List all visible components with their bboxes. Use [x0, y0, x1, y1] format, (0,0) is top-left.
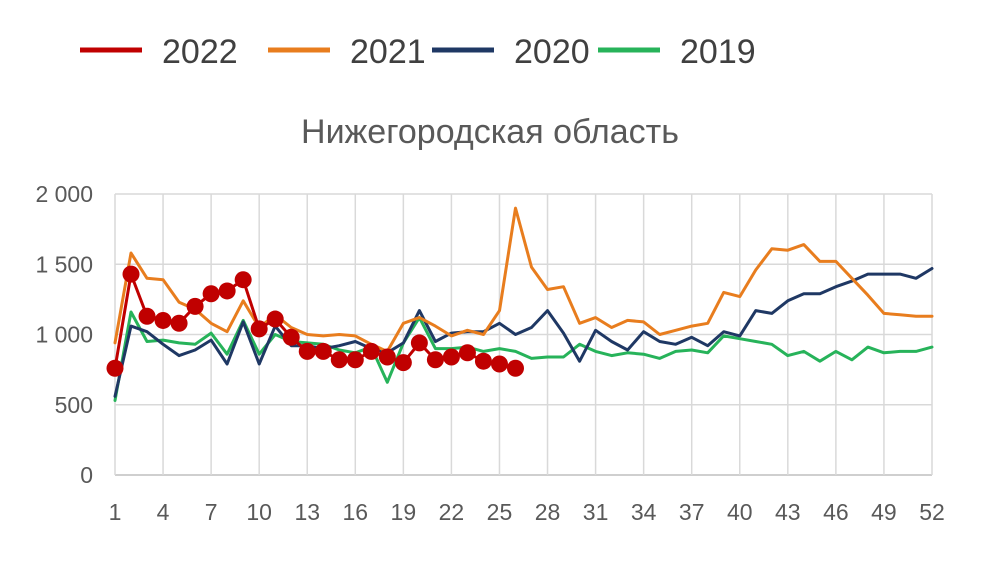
data-point-2022: [266, 310, 284, 328]
series-layer: [113, 206, 934, 402]
y-tick-label: 500: [55, 392, 93, 418]
data-point-2022: [506, 359, 524, 377]
marker-layer: [106, 265, 524, 377]
x-tick-label: 46: [823, 499, 849, 525]
chart-title: Нижегородская область: [301, 113, 679, 151]
x-tick-label: 10: [246, 499, 272, 525]
data-point-2022: [106, 359, 124, 377]
data-point-2022: [218, 282, 236, 300]
x-tick-label: 28: [535, 499, 561, 525]
data-point-2022: [298, 342, 316, 360]
x-tick-label: 43: [775, 499, 801, 525]
series-line-2020: [113, 267, 934, 398]
data-point-2022: [138, 307, 156, 325]
data-point-2022: [426, 351, 444, 369]
data-point-2022: [186, 297, 204, 315]
legend-label-2019: 2019: [680, 33, 756, 71]
data-point-2022: [234, 271, 252, 289]
data-point-2022: [458, 344, 476, 362]
y-tick-label: 1 500: [35, 251, 93, 277]
x-tick-label: 37: [679, 499, 705, 525]
y-tick-label: 2 000: [35, 181, 93, 207]
data-point-2022: [122, 265, 140, 283]
x-tick-label: 22: [439, 499, 465, 525]
data-point-2022: [202, 285, 220, 303]
x-tick-label: 4: [157, 499, 170, 525]
y-tick-label: 1 000: [35, 322, 93, 348]
x-tick-label: 13: [294, 499, 320, 525]
data-point-2022: [442, 348, 460, 366]
x-tick-label: 25: [487, 499, 513, 525]
series-line-2021: [113, 206, 934, 353]
data-point-2022: [170, 314, 188, 332]
legend-label-2022: 2022: [162, 33, 238, 71]
data-point-2022: [378, 348, 396, 366]
x-axis: 1 4 7 10 13 16 19 22 25 28 31 34 37 40 43 46 49 52: [109, 499, 945, 525]
data-point-2022: [330, 351, 348, 369]
y-axis: 0 500 1 000 1 500 2 000: [35, 181, 93, 488]
legend-label-2020: 2020: [514, 33, 590, 71]
data-point-2022: [490, 355, 508, 373]
data-point-2022: [314, 342, 332, 360]
x-tick-label: 16: [342, 499, 368, 525]
x-tick-label: 52: [919, 499, 945, 525]
legend-label-2021: 2021: [350, 33, 426, 71]
x-tick-label: 1: [109, 499, 122, 525]
data-point-2022: [474, 352, 492, 370]
x-tick-label: 31: [583, 499, 609, 525]
data-point-2022: [346, 351, 364, 369]
data-point-2022: [410, 334, 428, 352]
data-point-2022: [154, 311, 172, 329]
data-point-2022: [250, 320, 268, 338]
x-tick-label: 7: [205, 499, 218, 525]
x-tick-label: 49: [871, 499, 897, 525]
x-tick-label: 40: [727, 499, 753, 525]
data-point-2022: [394, 354, 412, 372]
legend: 2022 2021 2020 2019: [80, 33, 756, 71]
data-point-2022: [282, 328, 300, 346]
data-point-2022: [362, 342, 380, 360]
x-tick-label: 34: [631, 499, 657, 525]
series-line-2019: [113, 310, 934, 402]
y-tick-label: 0: [80, 462, 93, 488]
x-tick-label: 19: [391, 499, 417, 525]
